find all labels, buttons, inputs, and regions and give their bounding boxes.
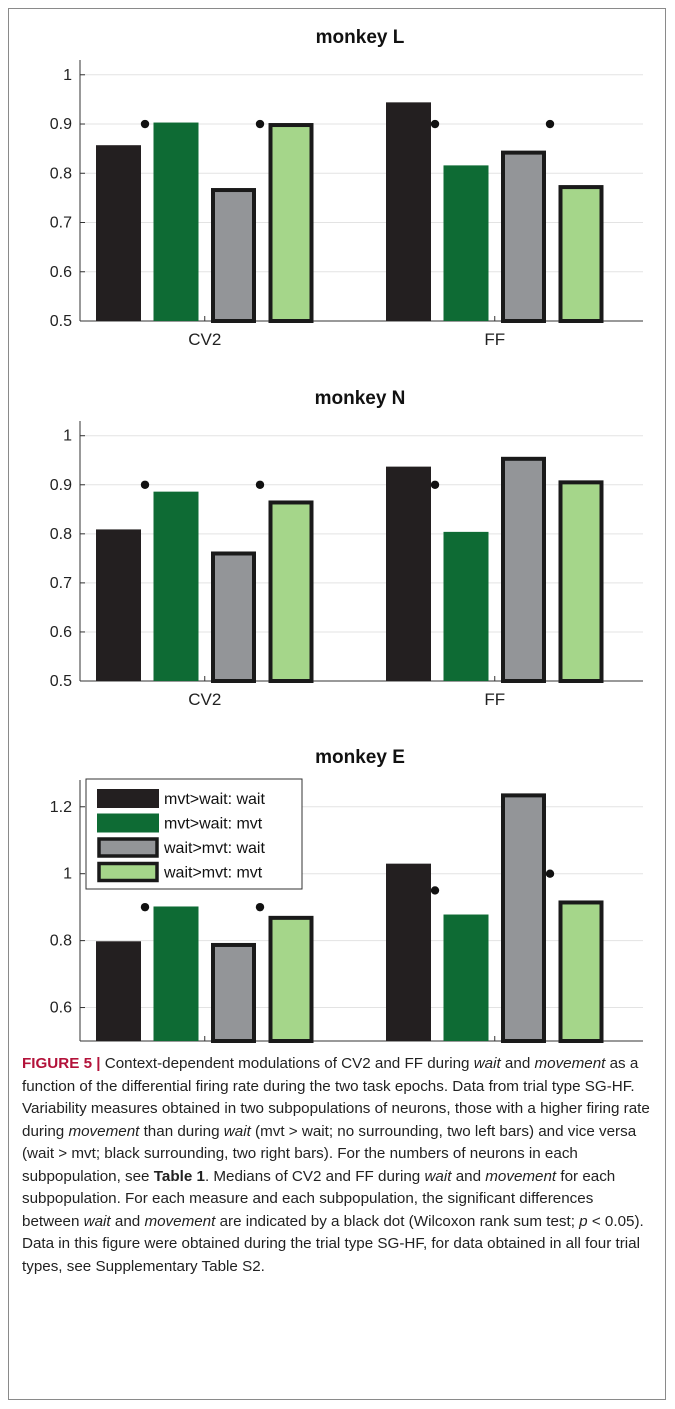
significance-dot — [140, 902, 150, 912]
caption-italic: wait — [473, 1055, 501, 1072]
chart-title: monkey L — [316, 27, 405, 48]
category-label: CV2 — [188, 690, 221, 709]
y-tick-label: 0.9 — [50, 116, 72, 133]
category-label: CV2 — [188, 330, 221, 349]
figure-caption: FIGURE 5 | Context-dependent modulations… — [22, 1053, 652, 1278]
bar — [558, 900, 604, 1044]
significance-dot — [255, 902, 265, 912]
caption-text: . Medians of CV2 and FF during — [204, 1167, 425, 1185]
category-label: FF — [484, 330, 505, 349]
bar — [386, 863, 431, 1041]
significance-dot — [430, 119, 440, 129]
y-tick-label: 0.6 — [50, 1000, 72, 1017]
significance-dot — [545, 869, 555, 878]
bar — [211, 942, 256, 1044]
y-tick-label: 0.7 — [50, 215, 72, 232]
caption-text: for each subpopulation. For each measure… — [22, 1167, 616, 1230]
caption-italic: movement — [144, 1212, 216, 1230]
caption-italic: movement — [485, 1167, 557, 1185]
bar — [386, 466, 431, 681]
y-tick-label: 0.8 — [50, 165, 72, 182]
y-tick-label: 0.5 — [50, 673, 72, 690]
caption-italic: wait — [83, 1212, 111, 1230]
bar — [211, 551, 256, 683]
significance-dot — [140, 480, 150, 489]
legend-swatch — [97, 813, 159, 833]
significance-dot — [255, 480, 265, 489]
bar — [558, 185, 604, 323]
bar — [96, 145, 141, 321]
y-tick-label: 1 — [63, 67, 72, 84]
table-reference: Table 1 — [153, 1167, 205, 1185]
caption-text: are indicated by a black dot (Wilcoxon r… — [215, 1212, 580, 1230]
figure-charts: monkey L 0.5 0.6 0.7 0.8 0.9 1 CV2 FF monkey N 0.5… — [50, 27, 643, 1044]
y-tick-label: 0.7 — [50, 575, 72, 592]
caption-italic: p — [579, 1212, 588, 1230]
y-tick-label: 0.5 — [50, 313, 72, 330]
bar — [443, 914, 489, 1041]
caption-text: < 0.05). Data in this figure were obtain… — [22, 1212, 644, 1275]
y-tick-label: 1 — [63, 428, 72, 445]
caption-text: Context-dependent modulations of CV2 and… — [100, 1055, 474, 1072]
legend-label: wait>mvt: mvt — [163, 865, 263, 882]
bar — [443, 531, 489, 681]
bar — [153, 491, 199, 681]
significance-dot — [140, 119, 150, 129]
bar — [558, 480, 604, 683]
bar — [96, 941, 141, 1041]
y-tick-label: 0.6 — [50, 264, 72, 281]
caption-text: than during — [139, 1122, 224, 1140]
caption-italic: wait — [424, 1167, 452, 1185]
significance-dot — [255, 119, 265, 129]
caption-italic: movement — [534, 1055, 606, 1072]
legend-label: mvt>wait: wait — [164, 791, 265, 808]
figure-label: FIGURE 5 | — [22, 1055, 101, 1072]
bar — [268, 500, 314, 684]
chart-title: monkey E — [315, 747, 405, 768]
bar — [386, 102, 431, 321]
y-tick-label: 0.9 — [50, 477, 72, 494]
y-tick-label: 0.8 — [50, 526, 72, 543]
legend-swatch — [97, 861, 159, 883]
significance-dot — [430, 480, 440, 489]
y-tick-label: 1 — [63, 866, 72, 883]
bar — [96, 529, 141, 681]
caption-text: and — [110, 1212, 145, 1230]
caption-text: (mvt > wait; no surrounding, two left ba… — [22, 1122, 637, 1185]
caption-text: as a function of the differential firing… — [22, 1055, 650, 1140]
bar — [153, 122, 199, 322]
bar — [501, 150, 546, 323]
y-tick-label: 0.8 — [50, 933, 72, 950]
bar — [501, 456, 546, 683]
category-label: FF — [484, 690, 505, 709]
legend-swatch — [97, 789, 159, 808]
caption-italic: wait — [223, 1122, 251, 1140]
chart-title: monkey N — [315, 388, 406, 409]
bar — [501, 793, 546, 1044]
significance-dot — [430, 886, 440, 895]
significance-dot — [545, 119, 555, 129]
y-tick-label: 0.6 — [50, 624, 72, 641]
caption-text: and — [451, 1167, 486, 1185]
bar — [211, 188, 256, 323]
bar — [443, 165, 489, 321]
y-tick-label: 1.2 — [50, 799, 72, 816]
caption-text: and — [500, 1055, 535, 1072]
bar — [268, 123, 314, 323]
bar — [153, 906, 199, 1041]
caption-italic: movement — [68, 1122, 140, 1140]
legend-label: mvt>wait: mvt — [164, 816, 263, 833]
legend-swatch — [97, 837, 159, 858]
legend-label: wait>mvt: wait — [163, 840, 265, 857]
bar — [268, 915, 314, 1043]
